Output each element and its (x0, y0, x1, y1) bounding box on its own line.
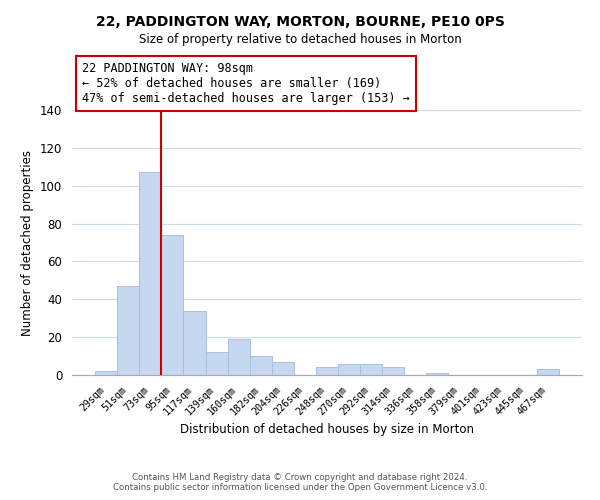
Bar (139, 172, 161, 375)
Text: 22 PADDINGTON WAY: 98sqm
← 52% of detached houses are smaller (169)
47% of semi-: 22 PADDINGTON WAY: 98sqm ← 52% of detach… (82, 62, 410, 104)
Bar (427, 373, 448, 375)
Text: 22, PADDINGTON WAY, MORTON, BOURNE, PE10 0PS: 22, PADDINGTON WAY, MORTON, BOURNE, PE10… (95, 15, 505, 29)
Bar (95, 371, 117, 375)
X-axis label: Distribution of detached houses by size in Morton: Distribution of detached houses by size … (180, 423, 474, 436)
Bar (117, 286, 139, 375)
Bar (537, 370, 559, 375)
Bar (360, 364, 382, 375)
Bar (184, 310, 206, 375)
Bar (382, 368, 404, 375)
Bar (316, 368, 338, 375)
Text: Contains HM Land Registry data © Crown copyright and database right 2024.
Contai: Contains HM Land Registry data © Crown c… (113, 473, 487, 492)
Bar (338, 364, 360, 375)
Bar (227, 339, 250, 375)
Bar (272, 362, 294, 375)
Bar (206, 352, 227, 375)
Bar (161, 235, 184, 375)
Text: Size of property relative to detached houses in Morton: Size of property relative to detached ho… (139, 32, 461, 46)
Y-axis label: Number of detached properties: Number of detached properties (22, 150, 34, 336)
Bar (250, 356, 272, 375)
